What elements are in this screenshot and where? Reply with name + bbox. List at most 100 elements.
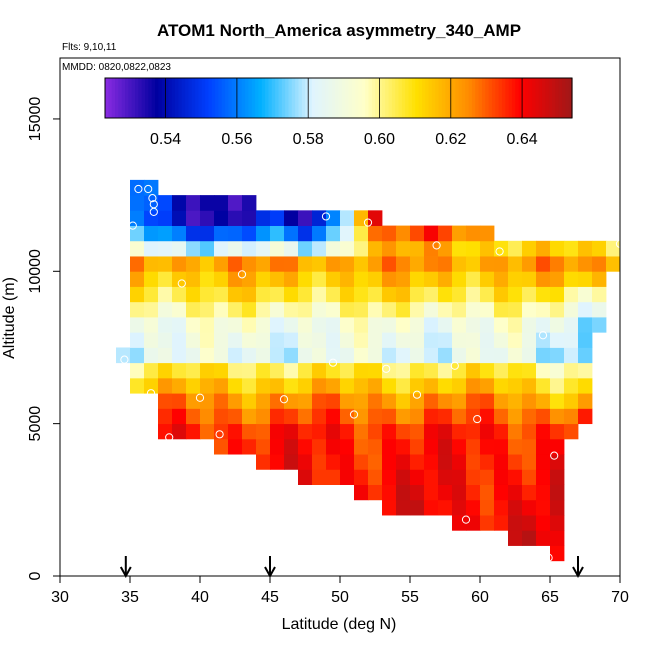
heatmap-cell [326, 225, 341, 242]
heatmap-cell [522, 301, 537, 318]
heatmap-cell [522, 484, 537, 501]
colorbar-segment [551, 78, 556, 118]
colorbar-segment [225, 78, 230, 118]
colorbar-segment [365, 78, 370, 118]
heatmap-cell [396, 286, 411, 303]
heatmap-cell [270, 454, 285, 470]
heatmap-cell [564, 317, 579, 333]
heatmap-cell [158, 408, 173, 425]
colorbar-segment [251, 78, 256, 118]
colorbar-segment [421, 78, 426, 118]
heatmap-cell [354, 286, 369, 303]
heatmap-cell [312, 286, 327, 303]
heatmap-cell [564, 332, 579, 348]
heatmap-cell [130, 362, 145, 379]
heatmap-cell [494, 423, 509, 440]
heatmap-cell [130, 286, 145, 303]
heatmap-cell [438, 362, 453, 379]
heatmap-cell [256, 286, 271, 303]
colorbar-segment [408, 78, 413, 118]
flight-arrow [572, 556, 584, 579]
heatmap-cell [438, 286, 453, 303]
heatmap-cell [452, 377, 467, 394]
colorbar-tick-label: 0.56 [221, 131, 252, 148]
heatmap-cell [284, 393, 299, 409]
heatmap-cell [256, 332, 271, 348]
colorbar-segment [211, 78, 216, 118]
heatmap-cell [312, 317, 327, 333]
colorbar-segment [171, 78, 176, 118]
heatmap-cell [214, 286, 229, 303]
heatmap-cell [340, 408, 355, 425]
heatmap-cell [480, 499, 495, 516]
heatmap-cell [550, 301, 565, 318]
heatmap-cell [578, 240, 593, 257]
heatmap-cell [536, 301, 551, 318]
colorbar-segment [415, 78, 420, 118]
heatmap-cell [158, 423, 173, 440]
heatmap-cell [298, 240, 313, 257]
heatmap-cell [466, 499, 481, 516]
heatmap-cell [200, 301, 215, 318]
colorbar-segment [535, 78, 540, 118]
heatmap-cell [228, 362, 243, 379]
colorbar-segment [388, 78, 393, 118]
colorbar-segment [531, 78, 536, 118]
heatmap-cell [550, 317, 565, 333]
heatmap-cell [172, 423, 187, 440]
colorbar-segment [158, 78, 163, 118]
colorbar-tick-label: 0.54 [150, 131, 181, 148]
heatmap-cell [186, 225, 201, 242]
heatmap-cell [564, 423, 579, 440]
colorbar-segment [335, 78, 340, 118]
heatmap-cell [354, 454, 369, 470]
heatmap-cell [564, 286, 579, 303]
heatmap-cell [522, 469, 537, 485]
heatmap-cell [144, 225, 159, 242]
heatmap-cell [578, 393, 593, 409]
heatmap-cell [144, 256, 159, 272]
observation-point [382, 364, 391, 373]
colorbar-segment [418, 78, 423, 118]
colorbar-segment [471, 78, 476, 118]
y-tick-label: 0 [27, 571, 44, 580]
heatmap-cell [536, 454, 551, 470]
x-tick-label: 70 [611, 589, 629, 606]
heatmap-cell [242, 286, 257, 303]
heatmap-cell [340, 256, 355, 272]
heatmap-cell [172, 347, 187, 364]
heatmap-cell [494, 271, 509, 287]
heatmap-cell [242, 195, 257, 211]
colorbar-tick-label: 0.60 [364, 131, 395, 148]
colorbar-segment [465, 78, 470, 118]
colorbar-segment [468, 78, 473, 118]
heatmap-cell [242, 362, 257, 379]
heatmap-cell [536, 499, 551, 516]
heatmap-cell [200, 408, 215, 425]
heatmap-cell [466, 438, 481, 455]
heatmap-cell [144, 286, 159, 303]
heatmap-cell [186, 240, 201, 257]
heatmap-cell [130, 240, 145, 257]
heatmap-cell [550, 362, 565, 379]
heatmap-cell [242, 332, 257, 348]
heatmap-cell [452, 408, 467, 425]
observation-point [215, 430, 224, 439]
heatmap-cell [424, 317, 439, 333]
heatmap-cell [396, 393, 411, 409]
heatmap-cell [298, 423, 313, 440]
heatmap-cell [592, 317, 607, 333]
y-axis-label: Altitude (m) [1, 277, 18, 359]
colorbar-segment [191, 78, 196, 118]
heatmap-cell [368, 408, 383, 425]
heatmap-cell [130, 301, 145, 318]
heatmap-cell [284, 256, 299, 272]
colorbar-segment [121, 78, 126, 118]
heatmap-cell [550, 393, 565, 409]
heatmap-cell [438, 469, 453, 485]
heatmap-cell [410, 347, 425, 364]
heatmap-cell [242, 240, 257, 257]
colorbar-segment [218, 78, 223, 118]
heatmap-cell [494, 469, 509, 485]
observation-point [538, 331, 548, 340]
